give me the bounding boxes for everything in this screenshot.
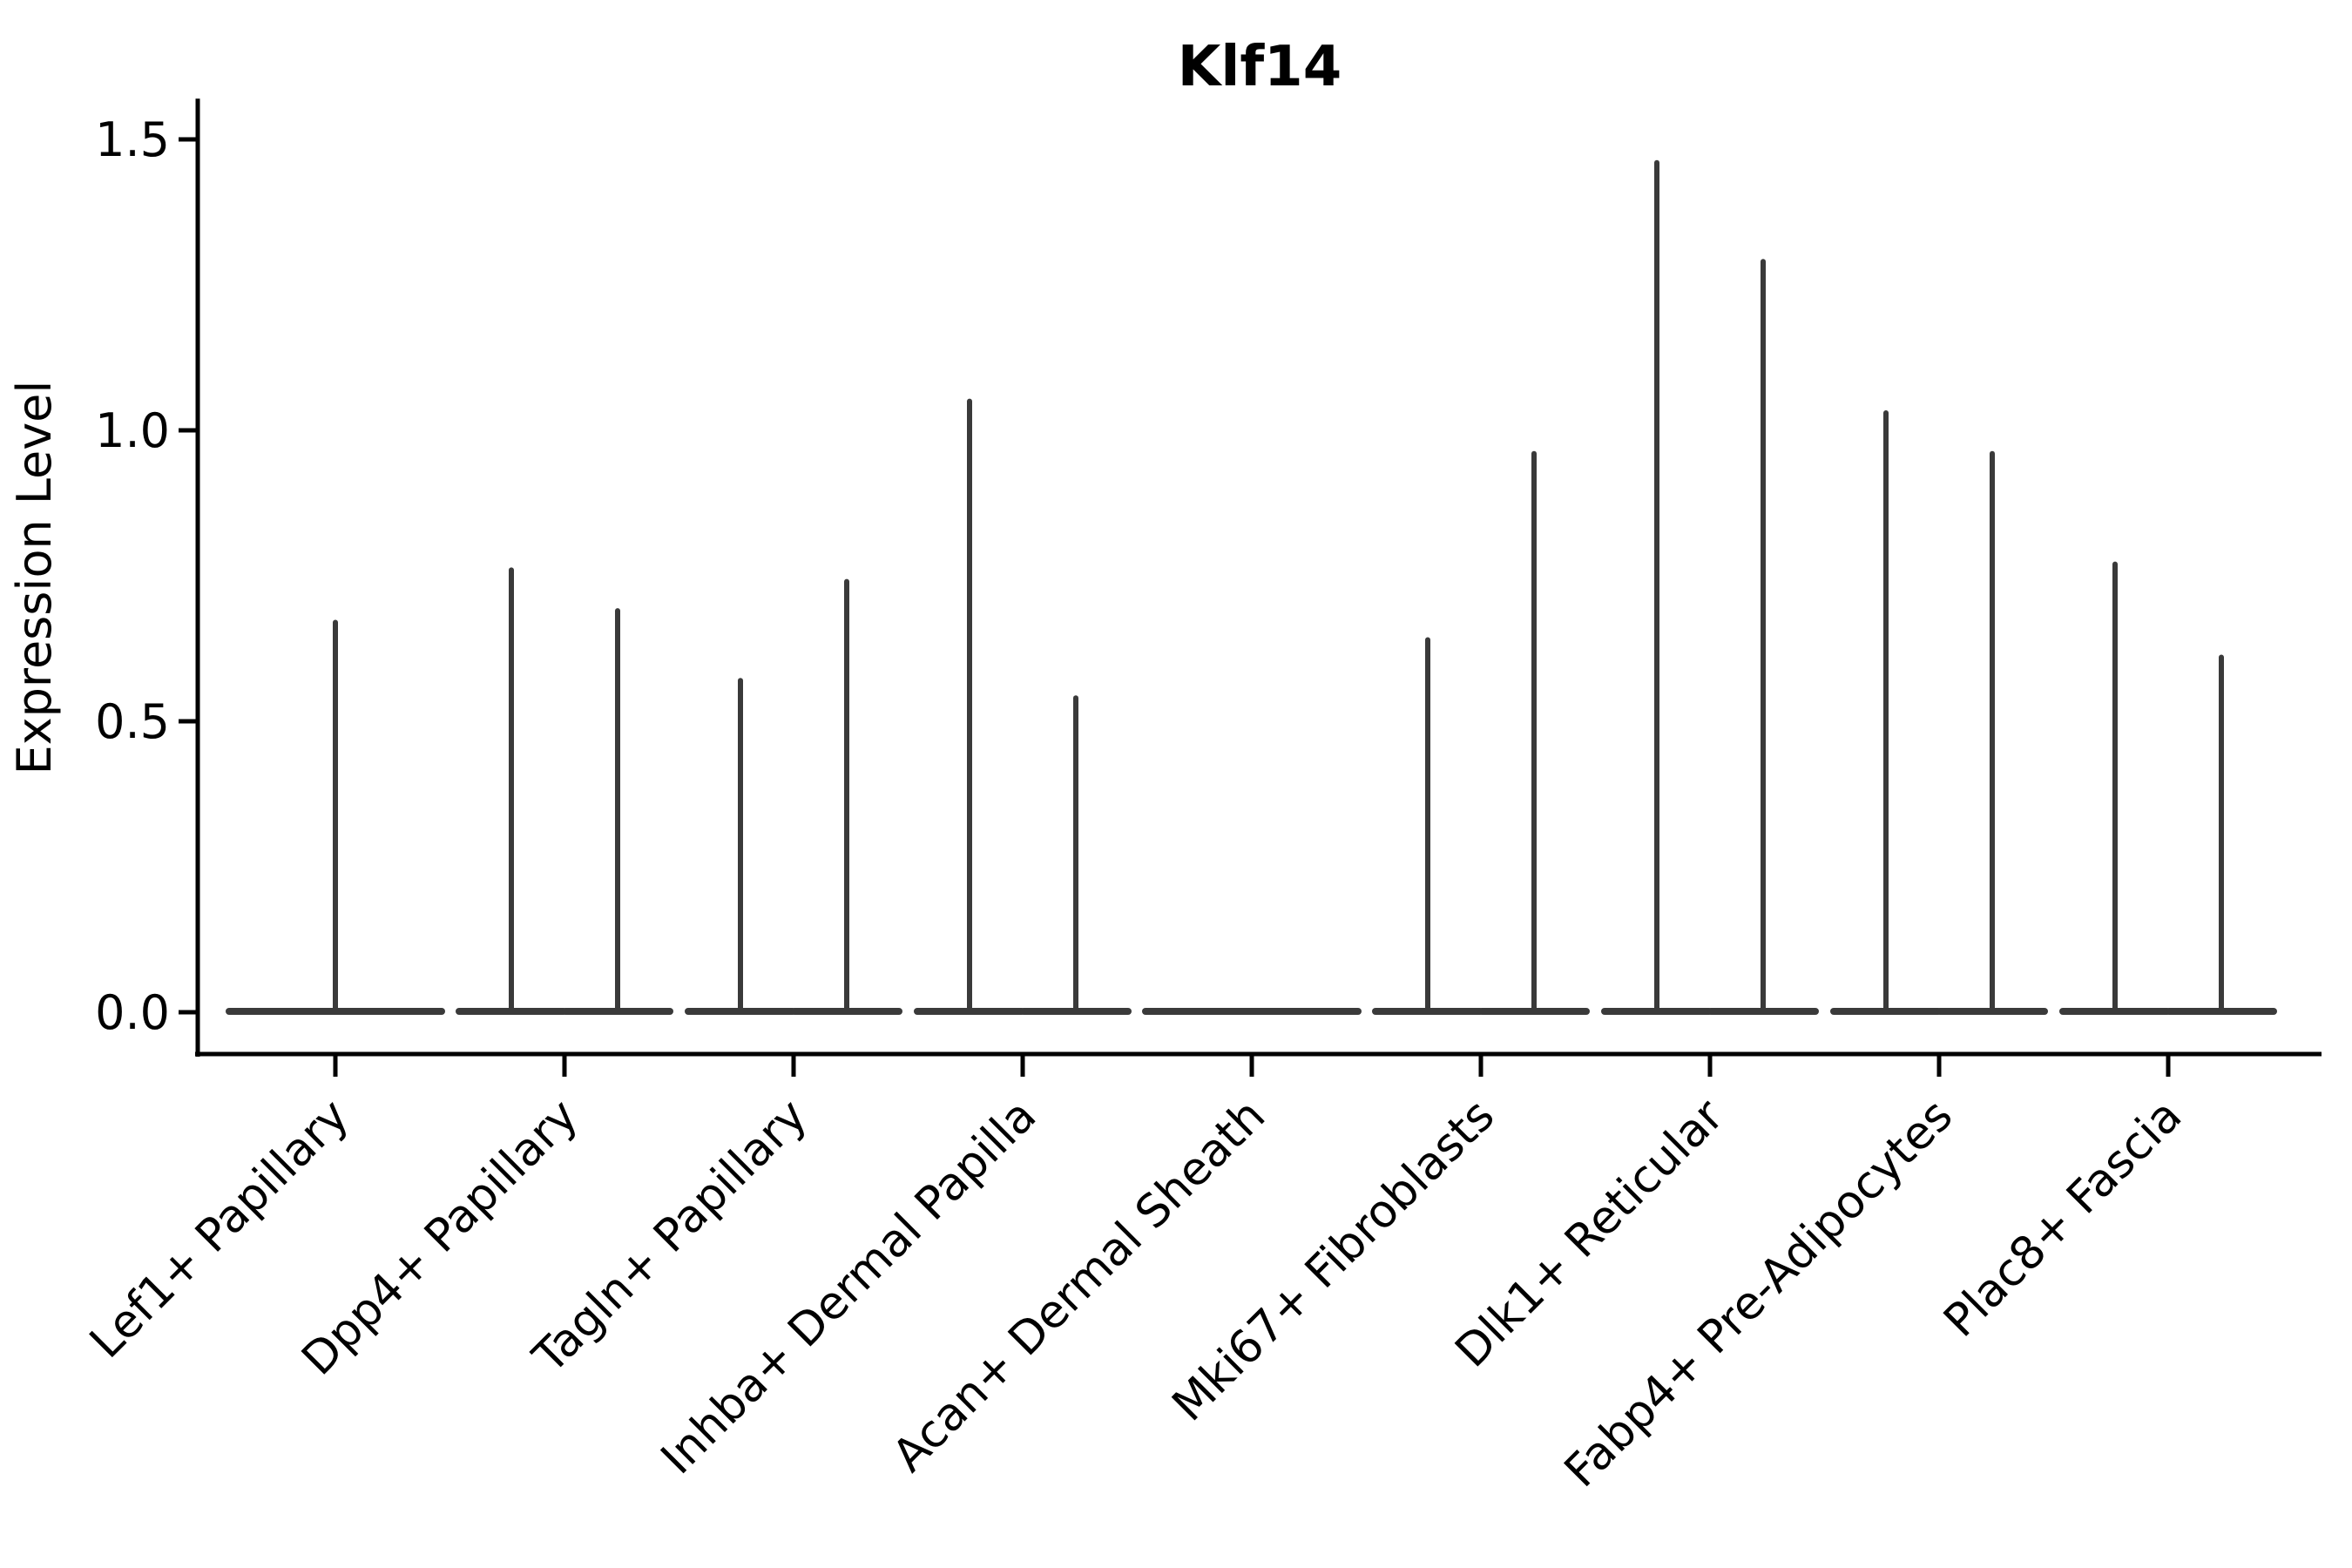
y-tick-label: 0.0 <box>95 985 170 1040</box>
y-tick-label: 1.5 <box>95 112 170 167</box>
y-tick-label: 0.5 <box>95 694 170 749</box>
x-tick-label: Inhba+ Dermal Papilla <box>652 1090 1046 1484</box>
y-tick-label: 1.0 <box>95 403 170 458</box>
x-tick-label: Plac8+ Fascia <box>1934 1090 2192 1348</box>
x-tick-label: Acan+ Dermal Sheath <box>883 1090 1276 1483</box>
y-axis-label: Expression Level <box>7 381 62 775</box>
x-tick-label: Fabp4+ Pre-Adipocytes <box>1555 1090 1963 1497</box>
chart-title: Klf14 <box>1178 35 1342 99</box>
